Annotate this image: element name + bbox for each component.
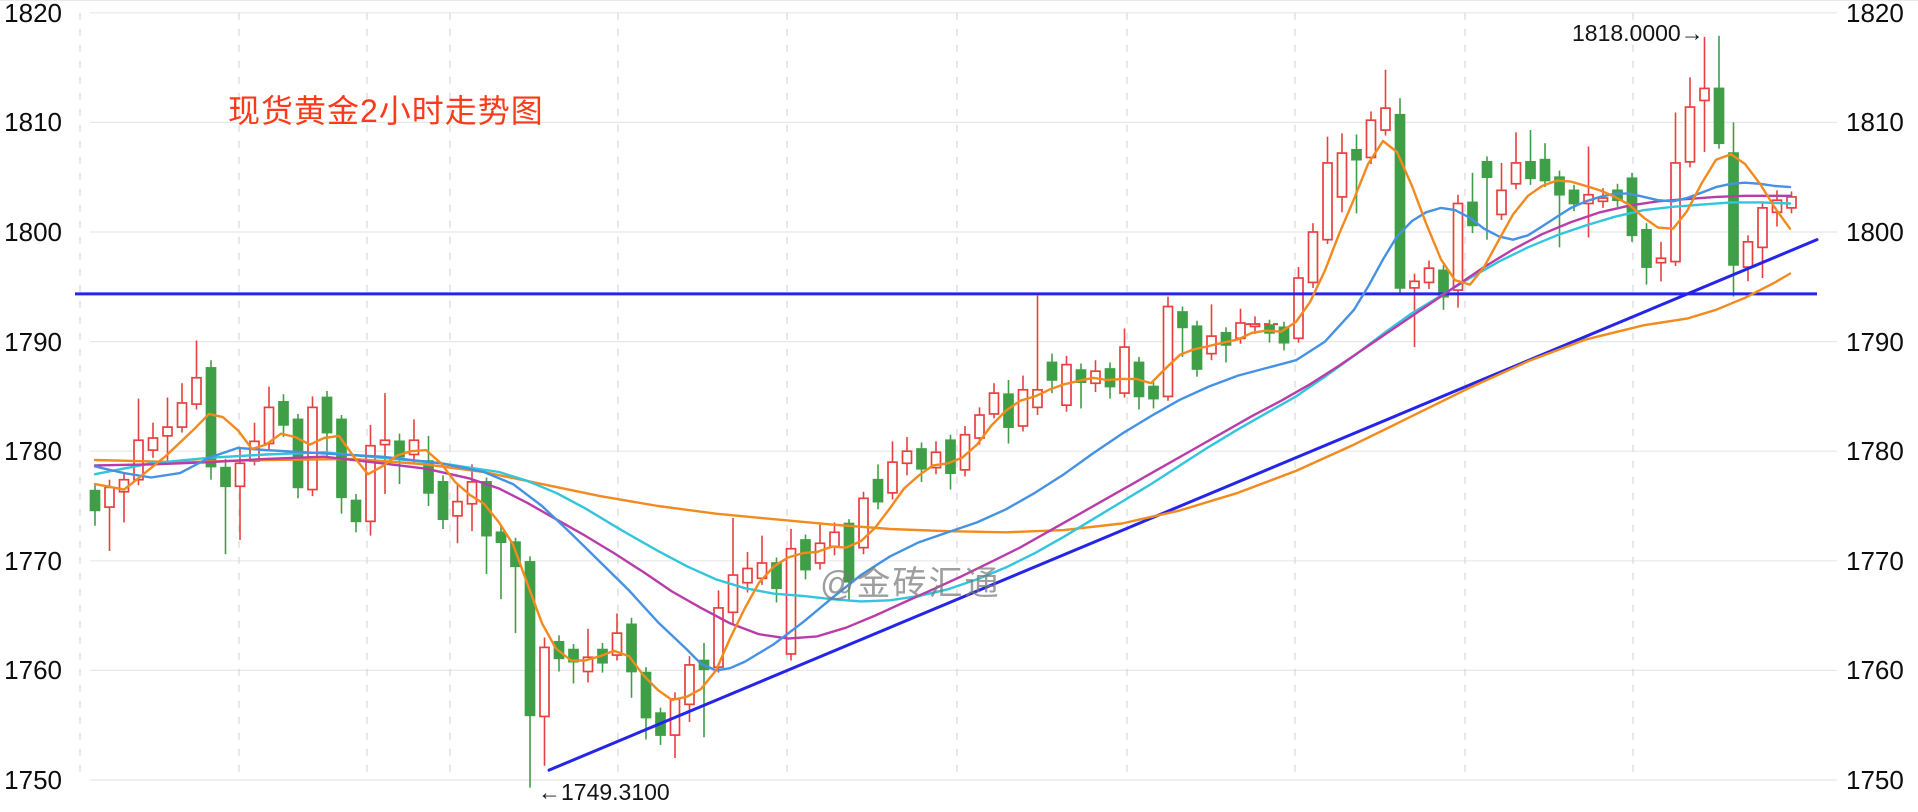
y-axis-right: 1820 1810 1800 1790 1780 1770 1760 1750 xyxy=(1846,0,1918,812)
y-axis-label: 1820 xyxy=(4,0,62,28)
top-border xyxy=(0,0,1918,1)
y-axis-left: 1820 1810 1800 1790 1780 1770 1760 1750 xyxy=(0,0,62,812)
y-axis-label: 1800 xyxy=(4,217,62,247)
y-axis-label: 1760 xyxy=(1846,655,1904,686)
y-axis-label: 1820 xyxy=(1846,0,1904,28)
chart-title: 现货黄金2小时走势图 xyxy=(228,93,544,129)
y-axis-label: 1810 xyxy=(4,107,62,138)
high-price-annotation: 1818.0000→ xyxy=(1572,20,1704,46)
low-price-annotation: ←1749.3100 xyxy=(538,779,670,805)
y-axis-label: 1810 xyxy=(1846,107,1904,138)
y-axis-label: 1790 xyxy=(4,326,62,357)
y-axis-label: 1770 xyxy=(1846,545,1904,576)
watermark: @金砖汇通 xyxy=(820,565,1001,603)
y-axis-label: 1780 xyxy=(1846,436,1904,467)
y-axis-label: 1790 xyxy=(1846,326,1904,357)
y-axis-label: 1760 xyxy=(4,655,62,686)
y-axis-label: 1750 xyxy=(4,765,62,795)
y-axis-label: 1780 xyxy=(4,436,62,467)
y-axis-label: 1770 xyxy=(4,545,62,576)
y-axis-label: 1750 xyxy=(1846,765,1904,795)
y-axis-label: 1800 xyxy=(1846,217,1904,247)
